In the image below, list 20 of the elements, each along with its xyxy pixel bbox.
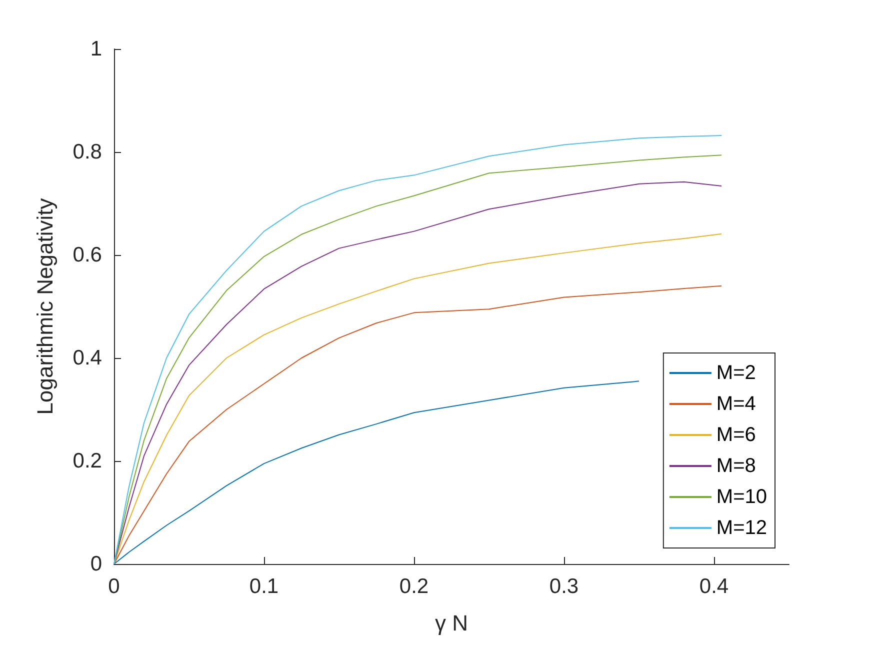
y-tick-label: 0 — [90, 552, 102, 576]
y-tick-label: 1 — [90, 38, 102, 60]
y-tick-label: 0.4 — [72, 346, 102, 370]
y-tick-label: 0.8 — [72, 140, 102, 164]
y-tick-label: 0.6 — [72, 244, 102, 266]
legend-label: M=6 — [716, 424, 756, 446]
x-tick-label: 0.2 — [399, 575, 429, 598]
legend-label: M=2 — [716, 362, 756, 384]
legend-label: M=12 — [716, 517, 768, 539]
legend-label: M=4 — [716, 393, 756, 415]
x-tick-label: 0.3 — [549, 575, 579, 598]
x-tick-label: 0 — [108, 575, 120, 598]
x-tick-label: 0.1 — [249, 575, 279, 598]
x-axis-title: γ N — [435, 610, 468, 636]
y-axis-title: Logarithmic Negativity — [32, 198, 58, 415]
x-tick-label: 0.4 — [699, 575, 729, 598]
line-series — [114, 380, 640, 564]
legend-label: M=8 — [716, 455, 756, 477]
legend-label: M=10 — [716, 486, 768, 508]
y-tick-label: 0.2 — [72, 450, 102, 472]
